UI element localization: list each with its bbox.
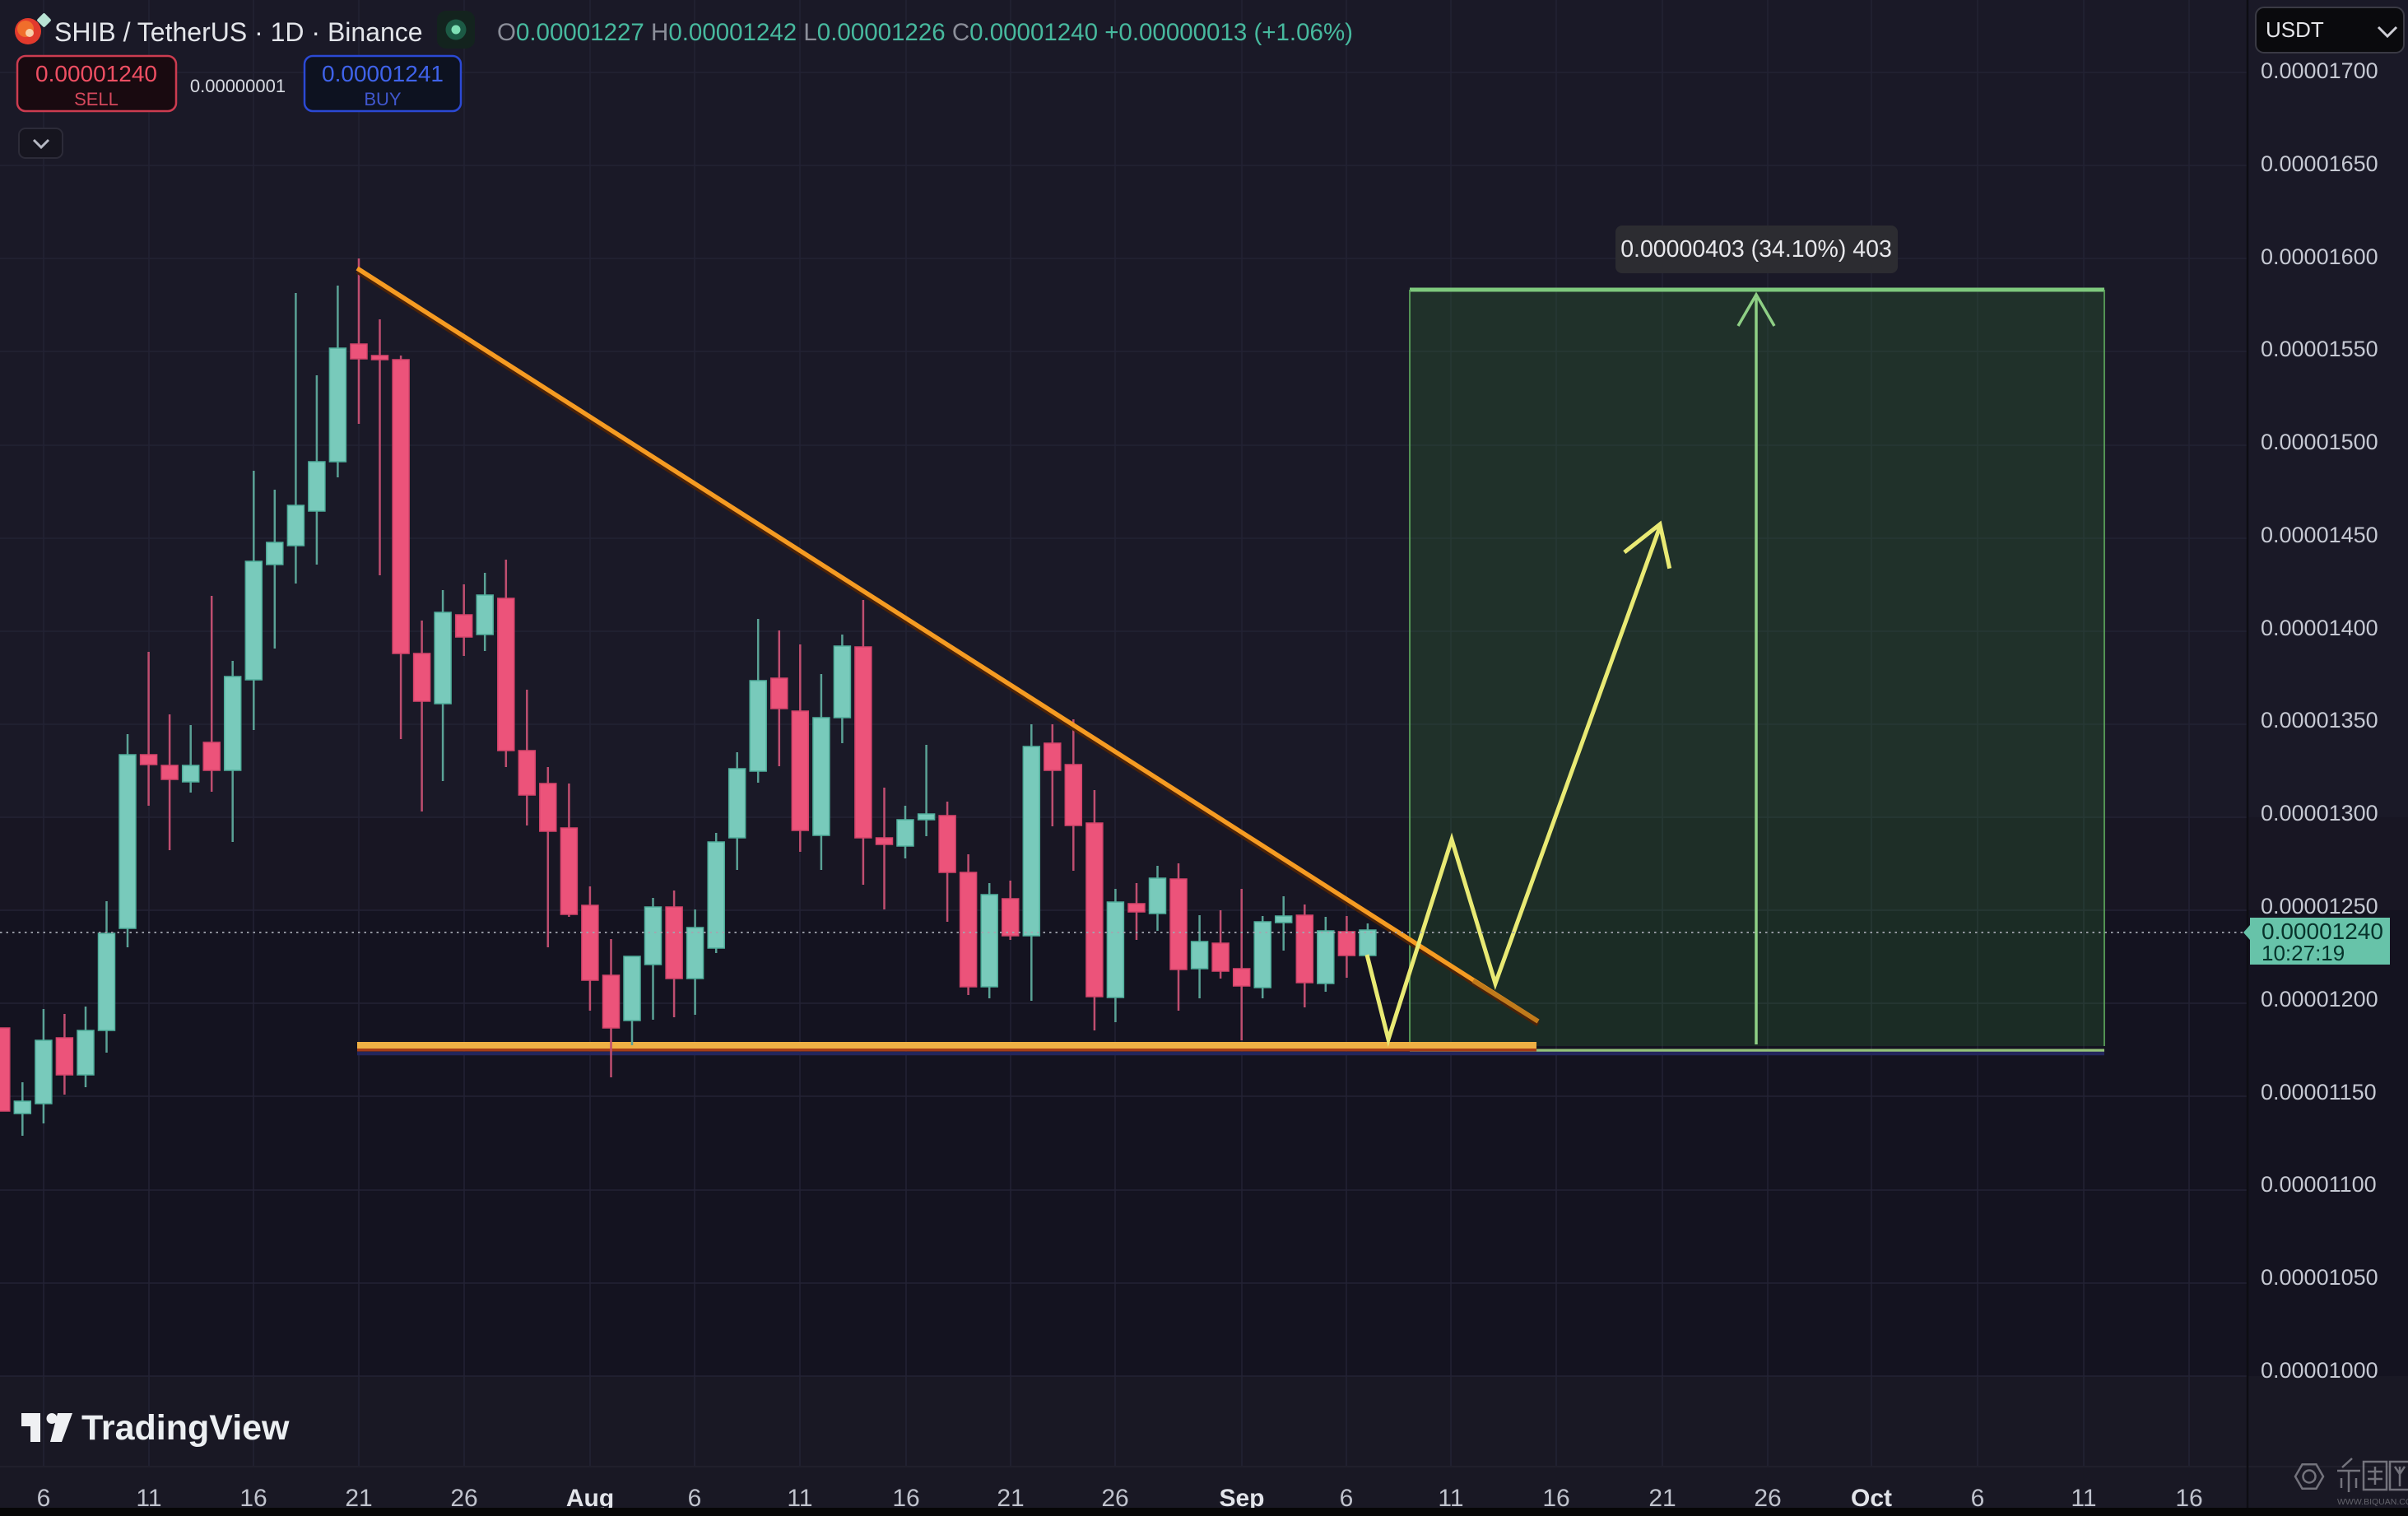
- svg-text:0.00001240: 0.00001240: [2262, 918, 2383, 944]
- svg-text:21: 21: [1648, 1485, 1676, 1512]
- svg-text:6: 6: [1971, 1485, 1985, 1512]
- svg-text:26: 26: [1754, 1485, 1781, 1512]
- svg-text:26: 26: [1101, 1485, 1128, 1512]
- svg-text:21: 21: [997, 1485, 1024, 1512]
- svg-text:0.00001150: 0.00001150: [2261, 1080, 2377, 1104]
- svg-text:0.00001550: 0.00001550: [2261, 337, 2378, 361]
- svg-text:Aug: Aug: [566, 1485, 614, 1512]
- svg-text:SELL: SELL: [74, 89, 119, 109]
- svg-text:0.00001100: 0.00001100: [2261, 1172, 2377, 1197]
- svg-text:6: 6: [37, 1485, 51, 1512]
- svg-text:11: 11: [136, 1485, 161, 1512]
- svg-text:BUY: BUY: [364, 89, 402, 109]
- svg-text:0.00001350: 0.00001350: [2261, 708, 2378, 732]
- svg-text:0.00001700: 0.00001700: [2261, 58, 2378, 83]
- svg-text:SHIB / TetherUS · 1D · Binance: SHIB / TetherUS · 1D · Binance: [54, 17, 423, 47]
- svg-text:16: 16: [1542, 1485, 1569, 1512]
- svg-text:0.00001400: 0.00001400: [2261, 616, 2378, 640]
- svg-text:11: 11: [2071, 1485, 2096, 1512]
- svg-text:0.00000001: 0.00000001: [190, 76, 286, 96]
- svg-text:0.00001300: 0.00001300: [2261, 801, 2378, 825]
- svg-text:0.00001650: 0.00001650: [2261, 151, 2378, 176]
- svg-text:TradingView: TradingView: [81, 1408, 290, 1448]
- svg-text:10:27:19: 10:27:19: [2262, 941, 2345, 965]
- svg-text:0.00001241: 0.00001241: [322, 61, 444, 86]
- svg-text:Oct: Oct: [1851, 1485, 1892, 1512]
- svg-text:0.00000403 (34.10%) 403: 0.00000403 (34.10%) 403: [1620, 236, 1892, 263]
- svg-text:USDT: USDT: [2266, 17, 2324, 42]
- svg-text:6: 6: [1340, 1485, 1354, 1512]
- svg-text:Sep: Sep: [1219, 1485, 1264, 1512]
- svg-text:16: 16: [239, 1485, 267, 1512]
- svg-text:0.00001240: 0.00001240: [35, 61, 157, 86]
- svg-text:6: 6: [688, 1485, 702, 1512]
- svg-text:11: 11: [1438, 1485, 1463, 1512]
- svg-text:0.00001450: 0.00001450: [2261, 523, 2378, 547]
- svg-text:0.00001500: 0.00001500: [2261, 430, 2378, 454]
- svg-text:16: 16: [892, 1485, 919, 1512]
- svg-text:0.00001050: 0.00001050: [2261, 1265, 2378, 1290]
- svg-text:0.00001600: 0.00001600: [2261, 244, 2378, 269]
- svg-text:WWW.BIQUAN.COM: WWW.BIQUAN.COM: [2337, 1497, 2408, 1507]
- svg-text:0.00001200: 0.00001200: [2261, 987, 2378, 1011]
- svg-text:11: 11: [787, 1485, 812, 1512]
- svg-text:26: 26: [450, 1485, 477, 1512]
- svg-text:0.00001250: 0.00001250: [2261, 894, 2378, 918]
- svg-text:21: 21: [345, 1485, 372, 1512]
- svg-text:O0.00001227 H0.00001242 L0.000: O0.00001227 H0.00001242 L0.00001226 C0.0…: [497, 19, 1353, 46]
- svg-text:16: 16: [2175, 1485, 2202, 1512]
- svg-text:0.00001000: 0.00001000: [2261, 1358, 2378, 1383]
